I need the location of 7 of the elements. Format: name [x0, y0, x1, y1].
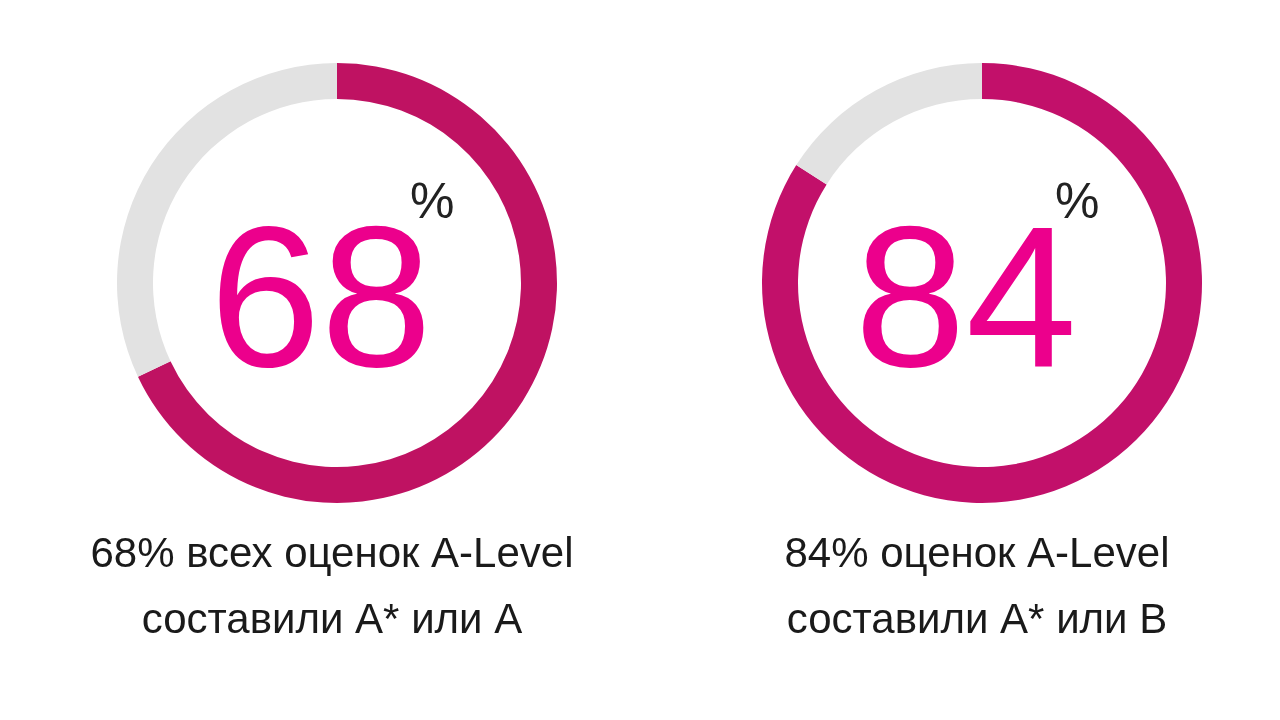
donut-slice: [137, 63, 557, 503]
data-label: 68$^{%}$: [209, 173, 455, 408]
donut-slice: [796, 63, 982, 185]
data-label: 84$^{%}$: [854, 173, 1100, 408]
text: 68% всех оценок A-Level составили A* или A: [89, 528, 575, 644]
donut-slice: [762, 63, 1202, 503]
text: 84% оценок A-Level составили A* или B: [783, 528, 1171, 644]
